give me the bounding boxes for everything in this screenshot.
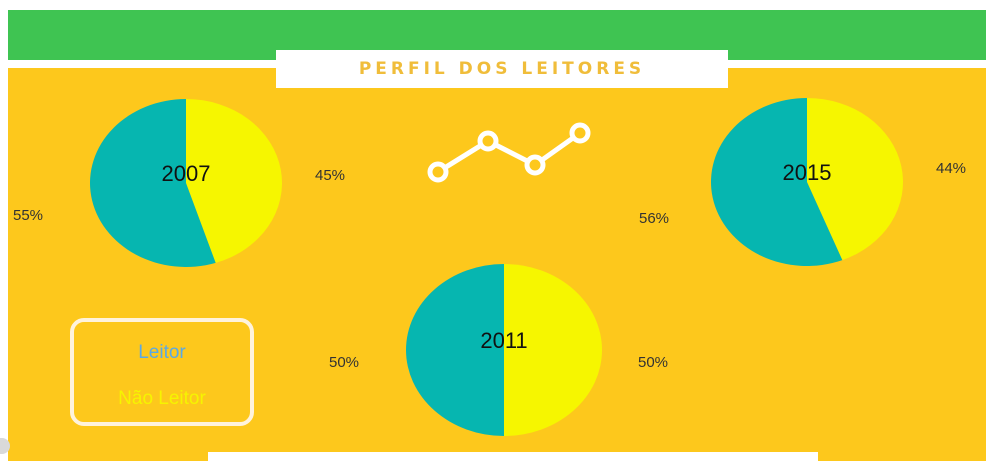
pie-slice-nao-leitor (186, 99, 283, 263)
pie-year-label: 2011 (480, 328, 527, 353)
pie-2007-leitor-label: 55% (13, 207, 44, 224)
legend-item-leitor: Leitor (138, 342, 186, 363)
pie-2015-leitor-label: 56% (639, 210, 670, 227)
legend: Leitor Não Leitor (70, 318, 254, 426)
pie-slice-leitor (90, 99, 216, 267)
pie-chart-2007: 2007 (90, 99, 283, 267)
pie-2011-leitor-label: 50% (329, 354, 360, 371)
pie-slice-leitor (406, 264, 504, 436)
page-title: PERFIL DOS LEITORES (358, 59, 646, 79)
corner-handle (0, 438, 10, 454)
pie-2007-nao-leitor-label: 45% (315, 167, 346, 184)
pie-slice-leitor (710, 97, 843, 266)
title-banner: PERFIL DOS LEITORES (276, 50, 728, 88)
pie-slice-nao-leitor (807, 98, 903, 261)
pie-chart-2015: 2015 (710, 97, 903, 266)
pie-2011-nao-leitor-label: 50% (638, 354, 669, 371)
pie-2015-nao-leitor-label: 44% (936, 160, 967, 177)
pie-slice-nao-leitor (504, 264, 602, 436)
line-chart-icon (427, 122, 591, 183)
pie-year-label: 2015 (783, 160, 832, 185)
pie-chart-2011: 2011 (406, 264, 602, 436)
pie-year-label: 2007 (162, 161, 211, 186)
bottom-strip (208, 452, 818, 461)
legend-item-nao-leitor: Não Leitor (118, 388, 206, 409)
